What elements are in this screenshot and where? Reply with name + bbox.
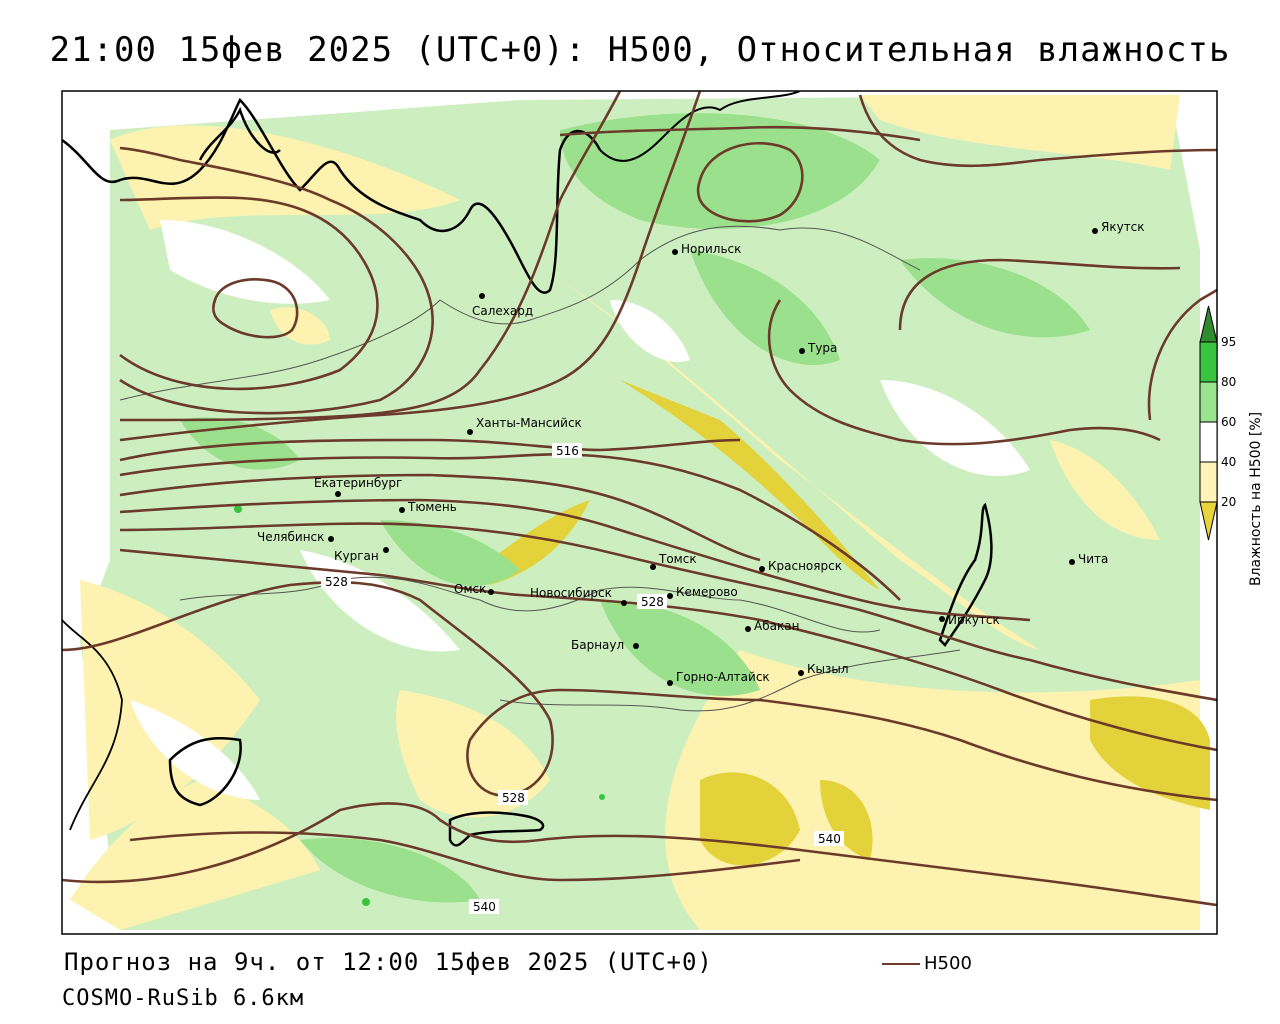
city-label: Чита	[1078, 552, 1108, 566]
city-label: Красноярск	[768, 559, 842, 573]
city-marker	[335, 491, 341, 497]
humidity-field	[70, 95, 1210, 930]
contour-label: 540	[818, 832, 841, 846]
contour-label: 516	[556, 444, 579, 458]
city-marker	[467, 429, 473, 435]
city-label: Горно-Алтайск	[676, 670, 770, 684]
city-marker	[383, 547, 389, 553]
city-marker	[1092, 228, 1098, 234]
city-label: Барнаул	[571, 638, 624, 652]
h500-legend-label: H500	[924, 953, 972, 974]
contour-label: 528	[502, 791, 525, 805]
humidity-colorbar: 20 40 60 80 95 Влажность на H500 [%]	[1199, 305, 1264, 586]
city-marker	[759, 566, 765, 572]
city-label: Тура	[807, 341, 837, 355]
city-label: Абакан	[754, 619, 799, 633]
contour-label: 540	[473, 900, 496, 914]
contour-label: 528	[325, 575, 348, 589]
city-marker	[328, 536, 334, 542]
colorbar-segment-40-60	[1199, 421, 1218, 463]
colorbar-segment-lt20	[1199, 501, 1218, 541]
contour-label: 528	[641, 595, 664, 609]
city-label: Салехард	[472, 304, 533, 318]
colorbar-tick: 95	[1221, 335, 1236, 349]
city-marker	[939, 616, 945, 622]
city-marker	[633, 643, 639, 649]
city-label: Курган	[334, 549, 379, 563]
h500-contours	[62, 91, 1217, 907]
city-label: Екатеринбург	[314, 476, 402, 490]
colorbar-segment-60-80	[1199, 381, 1218, 423]
city-label: Омск	[454, 582, 486, 596]
city-label: Кызыл	[807, 662, 849, 676]
colorbar-tick: 40	[1221, 455, 1236, 469]
city-label: Кемерово	[676, 585, 738, 599]
city-marker	[1069, 559, 1075, 565]
city-marker	[650, 564, 656, 570]
city-marker	[799, 348, 805, 354]
city-marker	[667, 593, 673, 599]
city-label: Ханты-Мансийск	[476, 416, 582, 430]
city-marker	[745, 626, 751, 632]
forecast-info: Прогноз на 9ч. от 12:00 15фев 2025 (UTC+…	[64, 948, 713, 976]
city-marker	[798, 670, 804, 676]
city-label: Новосибирск	[530, 586, 612, 600]
city-label: Норильск	[681, 242, 741, 256]
city-label: Тюмень	[407, 500, 457, 514]
h500-legend-swatch	[882, 963, 920, 965]
model-name: COSMO-RuSib 6.6км	[62, 986, 305, 1011]
map-frame	[61, 90, 1218, 935]
city-label: Иркутск	[948, 613, 1000, 627]
city-label: Якутск	[1101, 220, 1145, 234]
colorbar-tick: 80	[1221, 375, 1236, 389]
city-marker	[488, 589, 494, 595]
colorbar-tick: 20	[1221, 495, 1236, 509]
city-marker	[399, 507, 405, 513]
colorbar-tick: 60	[1221, 415, 1236, 429]
contour-labels: 516 528 528 528 540 540	[321, 443, 844, 914]
colorbar-title: Влажность на H500 [%]	[1248, 412, 1264, 586]
map-title: 21:00 15фев 2025 (UTC+0): H500, Относите…	[49, 30, 1231, 70]
colorbar-segment-80-95	[1199, 341, 1218, 383]
city-marker	[479, 293, 485, 299]
colorbar-segment-20-40	[1199, 461, 1218, 503]
city-marker	[667, 680, 673, 686]
cities: Норильск Салехард Якутск Тура Ханты-Манс…	[257, 220, 1145, 686]
city-label: Томск	[658, 552, 697, 566]
city-marker	[672, 249, 678, 255]
city-label: Челябинск	[257, 530, 324, 544]
city-marker	[621, 600, 627, 606]
